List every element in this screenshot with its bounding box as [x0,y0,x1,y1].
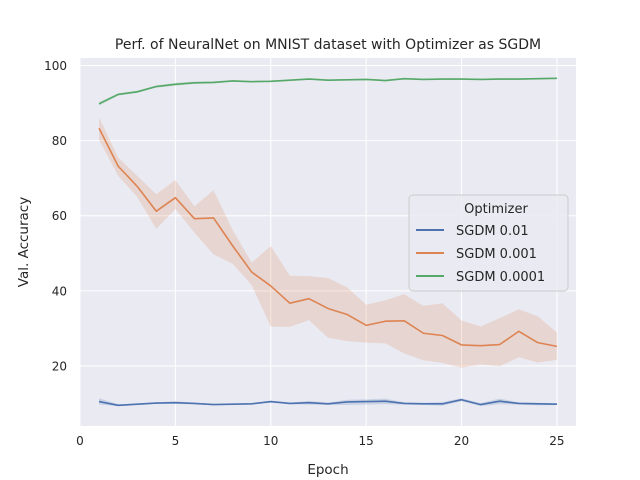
chart-title: Perf. of NeuralNet on MNIST dataset with… [115,37,541,53]
y-tick-label: 80 [52,134,67,148]
legend: Optimizer SGDM 0.01 SGDM 0.001 SGDM 0.00… [408,194,569,292]
x-tick-label: 25 [549,434,564,448]
series-line-sgdm-0-01 [98,398,557,407]
x-tick-label: 5 [172,434,180,448]
tick-labels: 0 5 10 15 20 25 20 40 60 80 100 [44,59,564,448]
y-axis-label: Val. Accuracy [16,197,32,287]
y-tick-label: 40 [52,284,67,298]
legend-title: Optimizer [464,202,528,217]
legend-label-sgdm-0-0001: SGDM 0.0001 [456,270,545,285]
y-tick-label: 20 [52,359,67,373]
x-tick-label: 0 [76,434,84,448]
x-tick-label: 10 [263,434,278,448]
legend-box [408,194,569,292]
series-line-sgdm-0-0001 [98,77,557,105]
legend-label-sgdm-0-01: SGDM 0.01 [456,224,529,239]
ci-band-sgdm-0-001 [99,117,557,368]
legend-label-sgdm-0-001: SGDM 0.001 [456,247,537,262]
x-axis-label: Epoch [307,462,348,478]
y-tick-label: 100 [44,59,67,73]
x-tick-label: 20 [454,434,469,448]
y-tick-label: 60 [52,209,67,223]
x-tick-label: 15 [359,434,374,448]
series-line-sgdm-0-001 [98,127,558,348]
series-lines [98,77,558,407]
